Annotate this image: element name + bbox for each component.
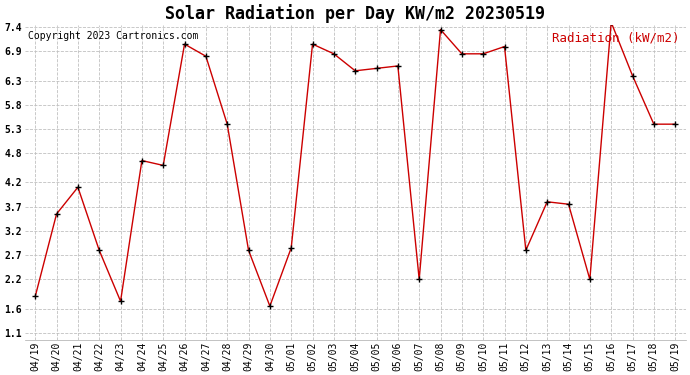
Title: Solar Radiation per Day KW/m2 20230519: Solar Radiation per Day KW/m2 20230519 (165, 4, 545, 23)
Text: Radiation (kW/m2): Radiation (kW/m2) (552, 31, 679, 44)
Text: Copyright 2023 Cartronics.com: Copyright 2023 Cartronics.com (28, 31, 198, 41)
